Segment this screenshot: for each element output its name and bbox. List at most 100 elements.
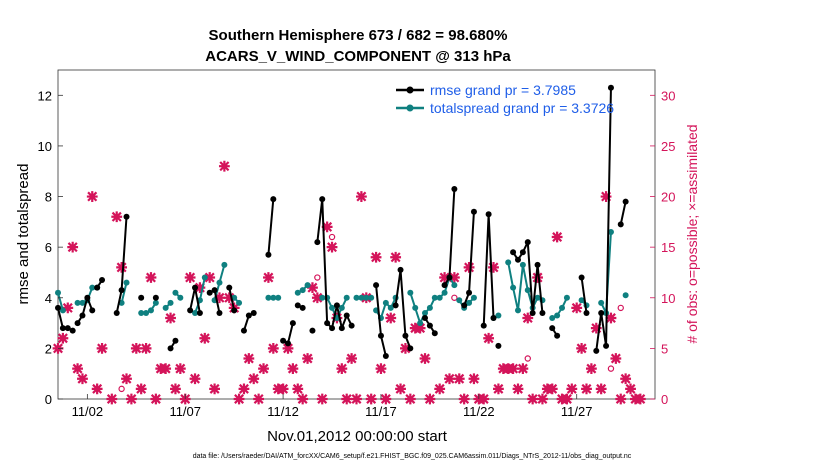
obs-assimilated-marker <box>189 373 201 385</box>
y-tick-label: 8 <box>45 190 52 205</box>
obs-assimilated-marker <box>517 363 529 375</box>
obs-assimilated-marker <box>488 262 499 273</box>
rmse-point <box>510 249 517 256</box>
obs-assimilated-marker <box>263 272 274 283</box>
obs-assimilated-marker <box>86 191 98 202</box>
rmse-point <box>529 309 536 316</box>
obs-assimilated-marker <box>67 241 79 253</box>
spread-point <box>172 289 179 296</box>
rmse-point <box>74 320 81 327</box>
spread-point <box>358 294 365 301</box>
spread-point <box>519 261 526 268</box>
rmse-point <box>382 352 389 359</box>
rmse-point <box>69 327 76 334</box>
obs-assimilated-marker <box>150 393 162 405</box>
rmse-point <box>152 294 159 301</box>
x-tick-label: 11/17 <box>365 404 397 419</box>
obs-possible-marker <box>524 355 531 362</box>
spread-point <box>363 294 370 301</box>
spread-point <box>147 307 154 314</box>
spread-point <box>275 294 282 301</box>
x-tick-label: 11/07 <box>169 404 201 419</box>
rmse-point <box>578 274 585 281</box>
obs-assimilated-marker <box>209 383 220 395</box>
spread-point <box>123 279 130 286</box>
rmse-line-segment <box>443 188 456 286</box>
spread-point <box>329 304 336 311</box>
obs-assimilated-marker <box>238 383 250 395</box>
obs-assimilated-marker <box>282 342 294 354</box>
rmse-point <box>446 274 453 281</box>
obs-assimilated-marker <box>297 393 309 405</box>
obs-assimilated-marker <box>434 383 446 395</box>
obs-assimilated-marker <box>326 241 338 253</box>
y2-tick-label: 20 <box>661 190 675 205</box>
rmse-point <box>206 289 213 296</box>
spread-point <box>299 287 306 294</box>
rmse-point <box>461 302 468 309</box>
rmse-point <box>514 256 521 263</box>
spread-point <box>524 287 531 294</box>
spread-point <box>89 284 96 291</box>
rmse-point <box>167 345 174 352</box>
rmse-line-segment <box>267 198 275 255</box>
obs-assimilated-marker <box>72 363 83 375</box>
obs-assimilated-marker <box>478 393 490 405</box>
y2-tick-label: 30 <box>661 88 675 103</box>
obs-assimilated-marker <box>585 363 597 375</box>
obs-assimilated-marker <box>321 221 333 233</box>
rmse-point <box>603 342 610 349</box>
rmse-point <box>490 315 497 322</box>
rmse-point <box>284 340 291 347</box>
obs-assimilated-marker <box>600 191 612 202</box>
obs-assimilated-marker <box>287 363 299 375</box>
x-axis-label: Nov.01,2012 00:00:00 start <box>267 428 448 445</box>
obs-assimilated-marker <box>130 342 142 354</box>
rmse-point <box>495 342 502 349</box>
spread-point <box>59 307 66 314</box>
spread-line-segment <box>120 282 128 304</box>
obs-assimilated-marker <box>571 302 583 314</box>
spread-point <box>436 294 443 301</box>
rmse-point <box>324 320 331 327</box>
obs-assimilated-marker <box>57 332 69 344</box>
chart-subtitle: ACARS_V_WIND_COMPONENT @ 313 hPa <box>205 48 511 65</box>
rmse-point <box>607 84 614 91</box>
rmse-point <box>534 261 541 268</box>
rmse-layer <box>55 84 629 359</box>
rmse-point <box>593 347 600 354</box>
obs-assimilated-marker <box>463 262 475 273</box>
obs-assimilated-marker <box>174 363 186 375</box>
obs-assimilated-marker <box>248 373 260 385</box>
obs-assimilated-marker <box>493 383 504 395</box>
obs-assimilated-marker <box>214 292 225 304</box>
obs-assimilated-marker <box>77 373 88 385</box>
spread-point <box>343 294 350 301</box>
spread-point <box>162 304 169 311</box>
obs-assimilated-marker <box>390 251 402 263</box>
obs-assimilated-marker <box>576 342 587 354</box>
spread-point <box>221 261 228 268</box>
obs-assimilated-marker <box>258 363 269 375</box>
y2-axis-label: # of obs: o=possible; ×=assimilated <box>684 124 700 343</box>
obs-assimilated-marker <box>116 262 128 273</box>
rmse-point <box>333 302 340 309</box>
obs-assimilated-marker <box>404 393 416 405</box>
rmse-point <box>480 322 487 329</box>
obs-assimilated-marker <box>62 302 74 314</box>
legend-spread-label: totalspread grand pr = 3.3726 <box>430 100 614 116</box>
y2-tick-label: 5 <box>661 341 668 356</box>
obs-assimilated-marker <box>307 282 318 294</box>
obs-assimilated-marker <box>336 363 348 375</box>
spread-point <box>431 294 438 301</box>
obs-assimilated-marker <box>204 272 216 283</box>
rmse-point <box>392 302 399 309</box>
rmse-point <box>519 249 526 256</box>
obs-assimilated-marker <box>400 342 411 354</box>
obs-assimilated-marker <box>385 312 397 324</box>
x-tick-label: 11/27 <box>561 404 593 419</box>
spread-point <box>338 304 345 311</box>
rmse-point <box>216 309 223 316</box>
spread-point <box>470 294 477 301</box>
rmse-point <box>309 327 316 334</box>
